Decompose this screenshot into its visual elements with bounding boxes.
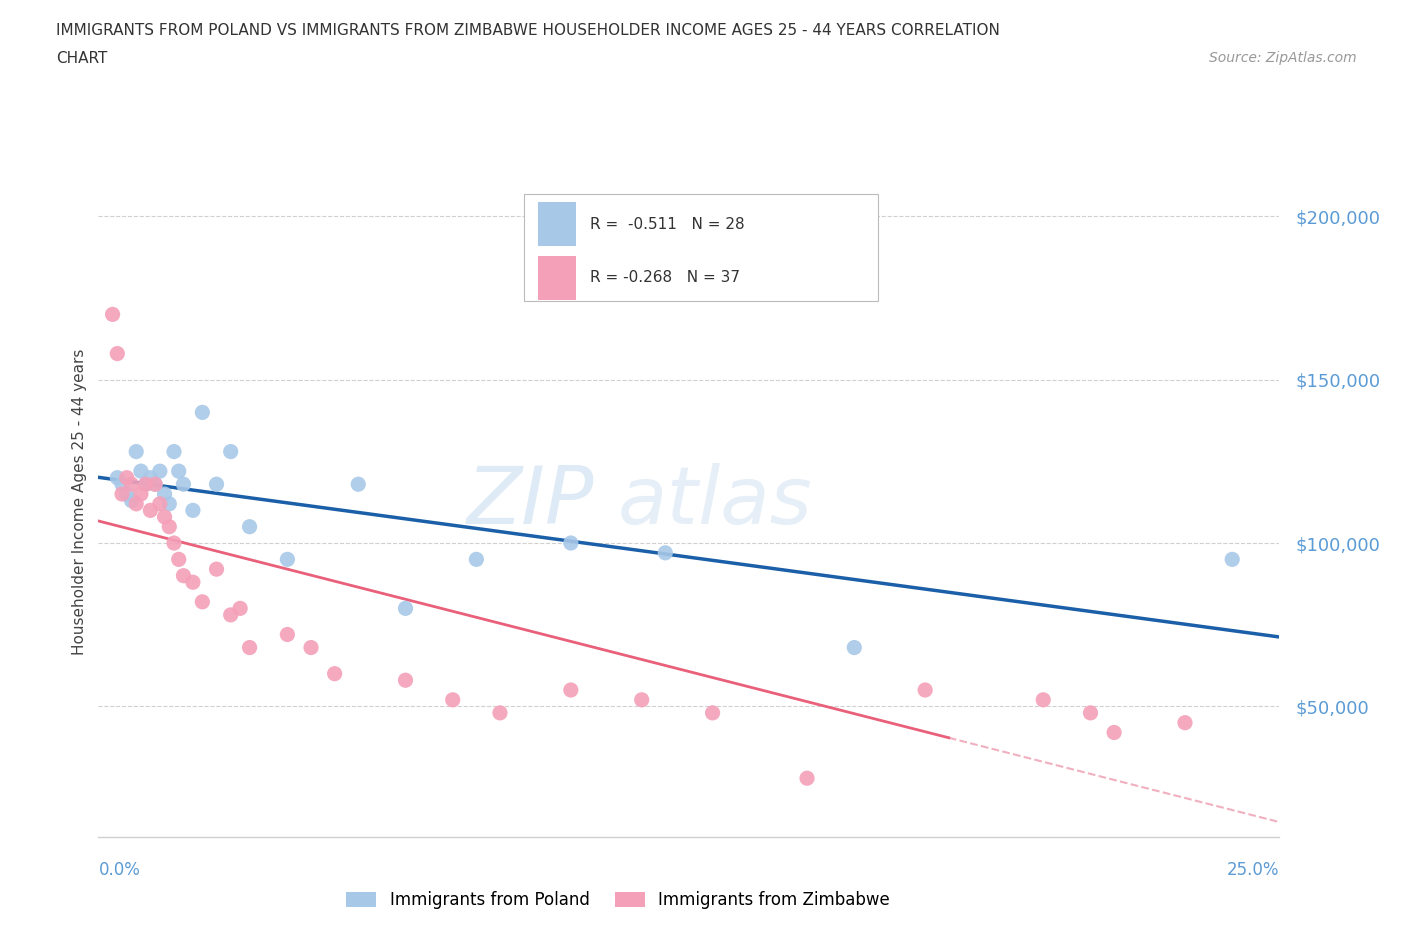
Point xyxy=(181,503,204,518)
Text: R = -0.268   N = 37: R = -0.268 N = 37 xyxy=(589,271,740,286)
Bar xyxy=(537,256,575,299)
Point xyxy=(121,477,143,492)
Point xyxy=(1080,706,1102,721)
Point xyxy=(219,445,242,459)
Point xyxy=(191,405,214,419)
Text: IMMIGRANTS FROM POLAND VS IMMIGRANTS FROM ZIMBABWE HOUSEHOLDER INCOME AGES 25 - : IMMIGRANTS FROM POLAND VS IMMIGRANTS FRO… xyxy=(56,23,1000,38)
Text: CHART: CHART xyxy=(56,51,108,66)
Point xyxy=(125,445,148,459)
Point xyxy=(172,568,194,583)
Point xyxy=(163,445,186,459)
Point xyxy=(129,486,152,501)
Point xyxy=(121,493,143,508)
Point xyxy=(239,640,262,655)
Text: R =  -0.511   N = 28: R = -0.511 N = 28 xyxy=(589,217,744,232)
Point xyxy=(149,497,172,512)
Point xyxy=(135,477,157,492)
Point xyxy=(347,477,370,492)
FancyBboxPatch shape xyxy=(523,194,877,301)
Point xyxy=(654,545,676,560)
Point xyxy=(205,562,228,577)
Point xyxy=(129,464,152,479)
Point xyxy=(191,594,214,609)
Point xyxy=(111,486,134,501)
Point xyxy=(105,471,128,485)
Point xyxy=(115,471,138,485)
Point xyxy=(844,640,866,655)
Point xyxy=(276,551,298,566)
Point xyxy=(299,640,322,655)
Point xyxy=(139,503,162,518)
Point xyxy=(149,464,172,479)
Point xyxy=(105,346,128,361)
Point xyxy=(101,307,124,322)
Point xyxy=(125,497,148,512)
Point xyxy=(219,607,242,622)
Point xyxy=(239,519,262,534)
Point xyxy=(143,477,166,492)
Point xyxy=(914,683,936,698)
Text: atlas: atlas xyxy=(619,463,813,541)
Point xyxy=(163,536,186,551)
Point xyxy=(153,510,176,525)
Point xyxy=(167,551,190,566)
Point xyxy=(441,692,464,707)
Point xyxy=(153,486,176,501)
Point xyxy=(111,477,134,492)
Point xyxy=(172,477,194,492)
Point xyxy=(702,706,724,721)
Text: ZIP: ZIP xyxy=(467,463,595,541)
Point xyxy=(143,477,166,492)
Point xyxy=(560,683,582,698)
Point xyxy=(323,666,346,681)
Point xyxy=(1174,715,1197,730)
Point xyxy=(1220,551,1243,566)
Text: 25.0%: 25.0% xyxy=(1227,860,1279,879)
Point xyxy=(1032,692,1054,707)
Point xyxy=(115,486,138,501)
Point xyxy=(205,477,228,492)
Legend: Immigrants from Poland, Immigrants from Zimbabwe: Immigrants from Poland, Immigrants from … xyxy=(340,884,897,916)
Point xyxy=(560,536,582,551)
Point xyxy=(167,464,190,479)
Point xyxy=(394,601,416,616)
Point xyxy=(135,477,157,492)
Bar xyxy=(537,203,575,246)
Point xyxy=(1102,725,1125,740)
Point xyxy=(394,672,416,687)
Point xyxy=(796,771,818,786)
Point xyxy=(157,497,180,512)
Point xyxy=(489,706,512,721)
Point xyxy=(157,519,180,534)
Point xyxy=(465,551,488,566)
Text: 0.0%: 0.0% xyxy=(98,860,141,879)
Point xyxy=(181,575,204,590)
Point xyxy=(229,601,252,616)
Text: Source: ZipAtlas.com: Source: ZipAtlas.com xyxy=(1209,51,1357,65)
Point xyxy=(276,627,298,642)
Y-axis label: Householder Income Ages 25 - 44 years: Householder Income Ages 25 - 44 years xyxy=(72,349,87,656)
Point xyxy=(139,471,162,485)
Point xyxy=(630,692,652,707)
